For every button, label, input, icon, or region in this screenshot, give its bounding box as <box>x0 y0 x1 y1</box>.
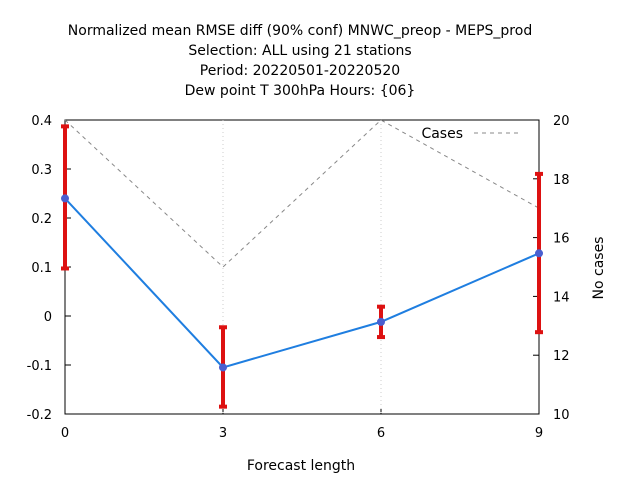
data-point <box>377 317 385 326</box>
y-tick-label: -0.1 <box>27 359 52 374</box>
y-tick-label: 0.1 <box>31 261 52 276</box>
title-line-4: Dew point T 300hPa Hours: {06} <box>185 83 416 99</box>
series-layer <box>61 194 543 372</box>
series-line <box>64 197 540 369</box>
y2-tick-label: 14 <box>553 290 570 305</box>
cases-line <box>64 119 540 268</box>
legend: Cases <box>421 126 522 142</box>
data-point <box>61 194 69 203</box>
y2-tick-label: 16 <box>553 232 570 247</box>
x-tick-label: 9 <box>535 426 543 441</box>
y2-tick-label: 12 <box>553 349 570 364</box>
x-tick-label: 3 <box>219 426 227 441</box>
y-tick-label: -0.2 <box>27 408 52 423</box>
plot-frame <box>64 119 540 415</box>
y2-axis-label: No cases <box>591 237 607 300</box>
title-line-2: Selection: ALL using 21 stations <box>188 43 411 59</box>
cases-layer <box>64 119 540 268</box>
y-tick-label: 0 <box>44 310 52 325</box>
errorbar-layer <box>61 124 543 409</box>
y-tick-label: 0.2 <box>31 212 52 227</box>
title-line-1: Normalized mean RMSE diff (90% conf) MNW… <box>68 23 532 39</box>
y-tick-label: 0.3 <box>31 163 52 178</box>
y2-tick-label: 20 <box>553 114 570 129</box>
x-tick-label: 6 <box>377 426 385 441</box>
ticks-layer: 0 3 6 9 0.4 0.3 0.2 0.1 0 -0.1 -0.2 20 18 16 14 12 10 <box>27 114 570 441</box>
data-point <box>219 363 227 372</box>
y2-tick-label: 18 <box>553 173 570 188</box>
x-axis-label: Forecast length <box>247 458 355 474</box>
y2-tick-label: 10 <box>553 408 570 423</box>
legend-label-cases: Cases <box>421 126 463 142</box>
data-point <box>535 249 543 258</box>
title-line-3: Period: 20220501-20220520 <box>200 63 400 79</box>
chart-title: Normalized mean RMSE diff (90% conf) MNW… <box>68 23 532 99</box>
y-tick-label: 0.4 <box>31 114 52 129</box>
x-tick-label: 0 <box>61 426 69 441</box>
